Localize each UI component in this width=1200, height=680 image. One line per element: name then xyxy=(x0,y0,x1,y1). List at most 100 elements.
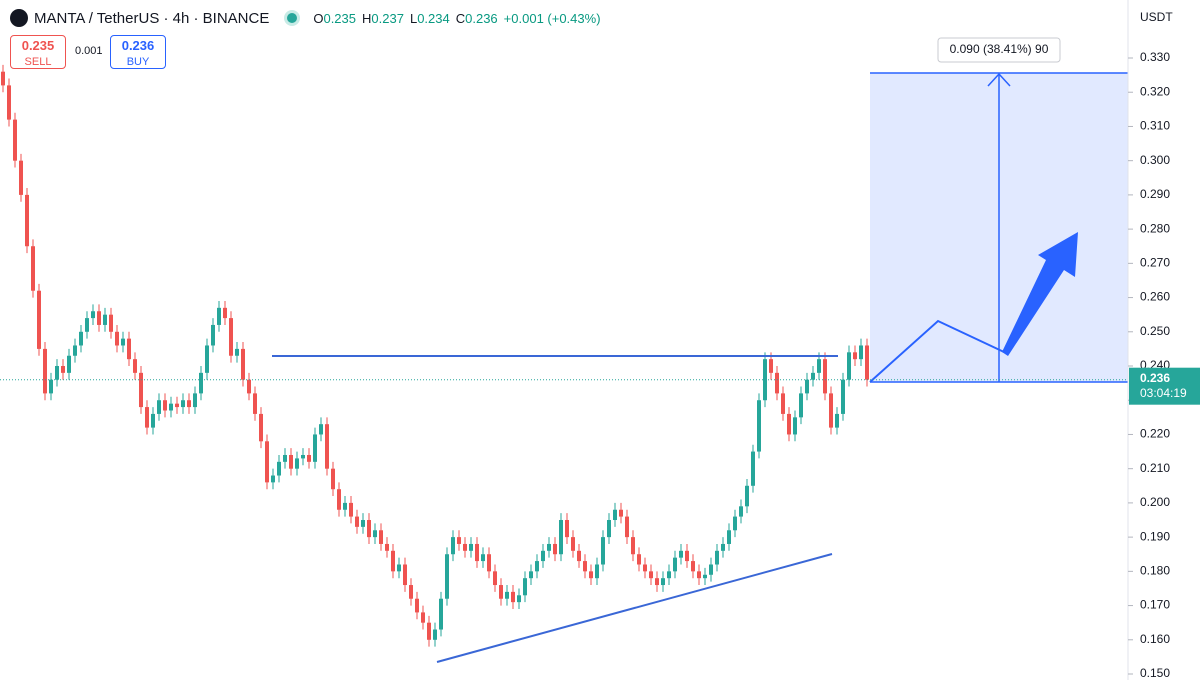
symbol-logo xyxy=(10,9,28,27)
candle-body xyxy=(271,475,275,483)
candle-body xyxy=(727,530,731,544)
candle-body xyxy=(283,454,287,462)
measure-arrow-head xyxy=(987,72,1011,87)
candle-body xyxy=(535,561,539,572)
candle-body xyxy=(709,564,713,575)
candle-body xyxy=(319,424,323,435)
candle-body xyxy=(757,400,761,452)
y-tick-label: 0.150 xyxy=(1140,666,1170,680)
ohlc-value: 0.234 xyxy=(417,10,450,26)
candle-body xyxy=(787,413,791,435)
axis-currency: USDT xyxy=(1140,10,1173,24)
y-tick-label: 0.300 xyxy=(1140,153,1170,167)
ohlc-value: 0.236 xyxy=(465,10,498,26)
sell-button[interactable]: 0.235 SELL xyxy=(10,35,66,69)
candle-body xyxy=(397,564,401,572)
price-axis: 0.150 0.160 0.170 0.180 0.190 0.200 0.210 0.220… xyxy=(1128,50,1170,680)
candle-body xyxy=(553,543,557,555)
candle-body xyxy=(439,598,443,630)
ohlc-item: C0.236 xyxy=(456,11,498,26)
candle-body xyxy=(415,598,419,613)
candle-body xyxy=(325,424,329,469)
candle-body xyxy=(121,338,125,346)
candle-body xyxy=(277,461,281,476)
candle-body xyxy=(487,554,491,572)
drawings: 0.090 (38.41%) 90 xyxy=(272,37,1128,663)
candle-body xyxy=(139,372,143,408)
candle-body xyxy=(517,595,521,603)
y-tick-label: 0.330 xyxy=(1140,50,1170,64)
candle-body xyxy=(73,345,77,356)
candle-body xyxy=(307,454,311,462)
buy-label: BUY xyxy=(126,56,150,68)
candle-body xyxy=(475,543,479,562)
measure-label-box xyxy=(937,37,1061,63)
candle-body xyxy=(529,571,533,579)
candle-body xyxy=(19,160,23,195)
y-tick-label: 0.180 xyxy=(1140,564,1170,578)
candle-body xyxy=(589,571,593,579)
candle-body xyxy=(355,516,359,527)
candle-body xyxy=(859,345,863,360)
candle-body xyxy=(481,554,485,562)
candle-body xyxy=(295,458,299,469)
candle-body xyxy=(385,543,389,551)
candle-body xyxy=(289,454,293,469)
candle-body xyxy=(631,537,635,555)
candle-body xyxy=(745,485,749,507)
candle-body xyxy=(505,591,509,599)
candle-body xyxy=(373,530,377,538)
y-tick-label: 0.310 xyxy=(1140,119,1170,133)
candle-body xyxy=(421,612,425,623)
candle-body xyxy=(265,441,269,483)
spread: 0.001 xyxy=(75,45,103,57)
candle-body xyxy=(55,366,59,380)
candle-body xyxy=(337,489,341,510)
candle-body xyxy=(427,622,431,640)
candle-body xyxy=(193,393,197,408)
candle-body xyxy=(829,393,833,428)
symbol[interactable]: MANTA / TetherUS · 4h · BINANCE xyxy=(34,9,270,27)
candle-body xyxy=(391,550,395,572)
candle-body xyxy=(115,331,119,346)
ohlc-label: L xyxy=(409,10,418,26)
ohlc-item: L0.234 xyxy=(410,11,450,26)
ohlc-change: +0.001 (+0.43%) xyxy=(503,10,601,26)
candle-body xyxy=(61,366,65,373)
candle-body xyxy=(751,451,755,486)
candle-body xyxy=(145,407,149,428)
candle-body xyxy=(541,550,545,562)
y-tick-label: 0.270 xyxy=(1140,256,1170,270)
candle-body xyxy=(109,314,113,332)
candle-body xyxy=(247,379,251,394)
buy-button[interactable]: 0.236 BUY xyxy=(110,35,166,69)
candle-body xyxy=(457,537,461,544)
candle-body xyxy=(103,314,107,325)
candle-body xyxy=(1,71,5,86)
candle-body xyxy=(343,502,347,510)
candle-body xyxy=(253,393,257,414)
candle-body xyxy=(571,537,575,551)
candles xyxy=(1,64,869,647)
candle-body xyxy=(715,550,719,565)
candle-body xyxy=(409,585,413,599)
buy-price: 0.236 xyxy=(121,38,155,53)
candle-body xyxy=(367,520,371,538)
candle-body xyxy=(613,509,617,521)
candle-body xyxy=(91,311,95,319)
candle-body xyxy=(25,194,29,247)
candle-body xyxy=(463,543,467,551)
candle-body xyxy=(235,348,239,356)
candle-body xyxy=(679,550,683,558)
candle-body xyxy=(703,574,707,579)
candle-body xyxy=(661,578,665,586)
ohlc-item: O0.235 xyxy=(313,11,356,26)
candle-body xyxy=(823,359,827,394)
candle-body xyxy=(853,352,857,360)
candle-body xyxy=(217,307,221,325)
candle-body xyxy=(79,331,83,346)
candle-body xyxy=(331,468,335,490)
candle-body xyxy=(199,372,203,394)
y-tick-label: 0.170 xyxy=(1140,598,1170,612)
candle-body xyxy=(445,554,449,599)
